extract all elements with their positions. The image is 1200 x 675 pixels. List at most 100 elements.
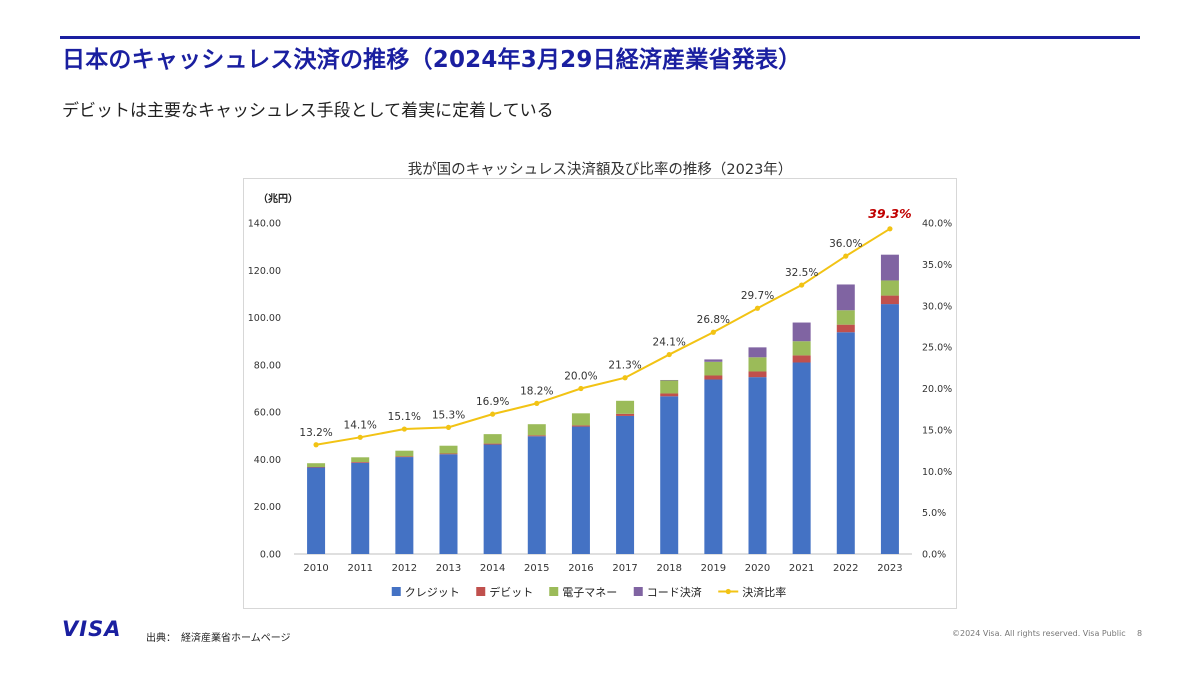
x-tick-label: 2012 xyxy=(392,563,417,574)
bar-segment xyxy=(704,375,723,380)
bar-segment xyxy=(660,393,679,397)
bar-segment xyxy=(351,457,370,463)
legend-label: デビット xyxy=(489,585,533,599)
ratio-point xyxy=(666,351,672,358)
y2-tick-label: 0.0% xyxy=(922,550,946,561)
ratio-point xyxy=(754,305,761,311)
x-tick-label: 2019 xyxy=(701,563,726,574)
bar-segment xyxy=(395,457,414,554)
ratio-point xyxy=(401,426,407,432)
bar-segment xyxy=(351,462,370,554)
bar-segment xyxy=(395,450,414,457)
x-tick-label: 2015 xyxy=(524,563,549,574)
y2-tick-label: 35.0% xyxy=(922,260,952,271)
ratio-data-label: 16.9% xyxy=(476,396,509,408)
bar-segment xyxy=(483,434,502,444)
bar-segment xyxy=(483,443,502,445)
bar-segment xyxy=(880,254,899,281)
bar-segment xyxy=(836,324,855,333)
bar-segment xyxy=(527,435,546,437)
bar-segment xyxy=(836,332,855,554)
ratio-data-label: 21.3% xyxy=(608,360,641,372)
legend-label: 決済比率 xyxy=(742,585,786,599)
chart-title: 我が国のキャッシュレス決済額及び比率の推移（2023年） xyxy=(407,162,793,178)
y-tick-label: 80.00 xyxy=(254,360,281,371)
x-tick-label: 2013 xyxy=(436,563,461,574)
ratio-point xyxy=(710,329,716,335)
bar-segment xyxy=(439,453,458,455)
x-tick-label: 2020 xyxy=(745,563,770,574)
ratio-data-label: 24.1% xyxy=(653,337,686,349)
bar-segment xyxy=(616,413,635,416)
y-tick-label: 40.00 xyxy=(254,455,281,466)
bar-segment xyxy=(748,377,767,554)
ratio-data-label: 18.2% xyxy=(520,385,553,397)
bar-segment xyxy=(704,361,723,376)
bar-segment xyxy=(439,445,458,454)
copyright-text: ©2024 Visa. All rights reserved. Visa Pu… xyxy=(952,629,1126,638)
y2-tick-label: 30.0% xyxy=(922,301,952,312)
header-rule xyxy=(60,36,1140,39)
bar-segment xyxy=(660,380,679,394)
bar-segment xyxy=(571,413,590,426)
y2-tick-label: 5.0% xyxy=(922,508,946,519)
bar-segment xyxy=(395,456,414,458)
bar-segment xyxy=(792,355,811,363)
ratio-point xyxy=(578,385,584,392)
legend-swatch xyxy=(633,587,643,596)
bar-segment xyxy=(748,371,767,378)
bar-segment xyxy=(571,426,590,554)
x-tick-label: 2021 xyxy=(789,563,814,574)
ratio-data-label: 26.8% xyxy=(697,314,730,326)
bar-segment xyxy=(307,463,326,467)
y2-tick-label: 40.0% xyxy=(922,219,952,230)
page-subtitle: デビットは主要なキャッシュレス手段として着実に定着している xyxy=(62,101,554,121)
ratio-line xyxy=(315,227,891,446)
x-tick-label: 2011 xyxy=(347,563,372,574)
ratio-data-label: 32.5% xyxy=(785,267,818,279)
y-tick-label: 140.00 xyxy=(248,219,281,230)
y2-tick-label: 15.0% xyxy=(922,425,952,436)
bar-segment xyxy=(792,341,811,356)
ratio-point xyxy=(887,226,893,232)
bar-segment xyxy=(880,280,899,296)
x-tick-label: 2014 xyxy=(480,563,505,574)
bar-segment xyxy=(616,415,635,554)
legend-label: クレジット xyxy=(405,586,460,599)
bar-segment xyxy=(704,379,723,554)
ratio-data-label: 15.3% xyxy=(432,409,465,421)
bar-segment xyxy=(660,396,679,554)
ratio-data-label: 14.1% xyxy=(344,419,377,431)
ratio-data-label: 13.2% xyxy=(299,427,332,439)
ratio-data-label: 20.0% xyxy=(564,371,597,383)
bar-segment xyxy=(439,454,458,554)
bar-segment xyxy=(571,425,590,427)
bar-segment xyxy=(880,295,899,305)
legend-label: 電子マネー xyxy=(562,586,617,599)
y-tick-label: 20.00 xyxy=(254,502,281,513)
y-tick-label: 120.00 xyxy=(248,266,281,277)
ratio-data-label: 39.3% xyxy=(868,206,911,221)
legend-marker xyxy=(725,588,731,595)
bar-segment xyxy=(748,357,767,372)
ratio-point xyxy=(622,375,628,381)
ratio-data-label: 29.7% xyxy=(741,290,774,302)
bar-segment xyxy=(704,359,723,362)
y2-tick-label: 10.0% xyxy=(922,467,952,478)
ratio-point xyxy=(313,442,319,448)
bar-segment xyxy=(792,322,811,342)
bar-segment xyxy=(880,304,899,554)
ratio-point xyxy=(490,411,496,417)
bar-segment xyxy=(616,400,635,414)
y-tick-label: 60.00 xyxy=(254,408,281,419)
ratio-data-label: 36.0% xyxy=(829,238,862,250)
ratio-point xyxy=(445,424,452,430)
ratio-data-label: 15.1% xyxy=(388,411,421,423)
bar-segment xyxy=(527,424,546,436)
cashless-chart: （兆円） 0.00 20.00 40.00 60.00 80.00 100.00 120.00… xyxy=(248,192,952,599)
ratio-point xyxy=(843,253,849,259)
visa-logo: VISA xyxy=(62,617,122,641)
bar-segment xyxy=(483,444,502,554)
bar-segment xyxy=(351,462,370,463)
source-note: 出典： 経済産業省ホームページ xyxy=(146,633,291,644)
